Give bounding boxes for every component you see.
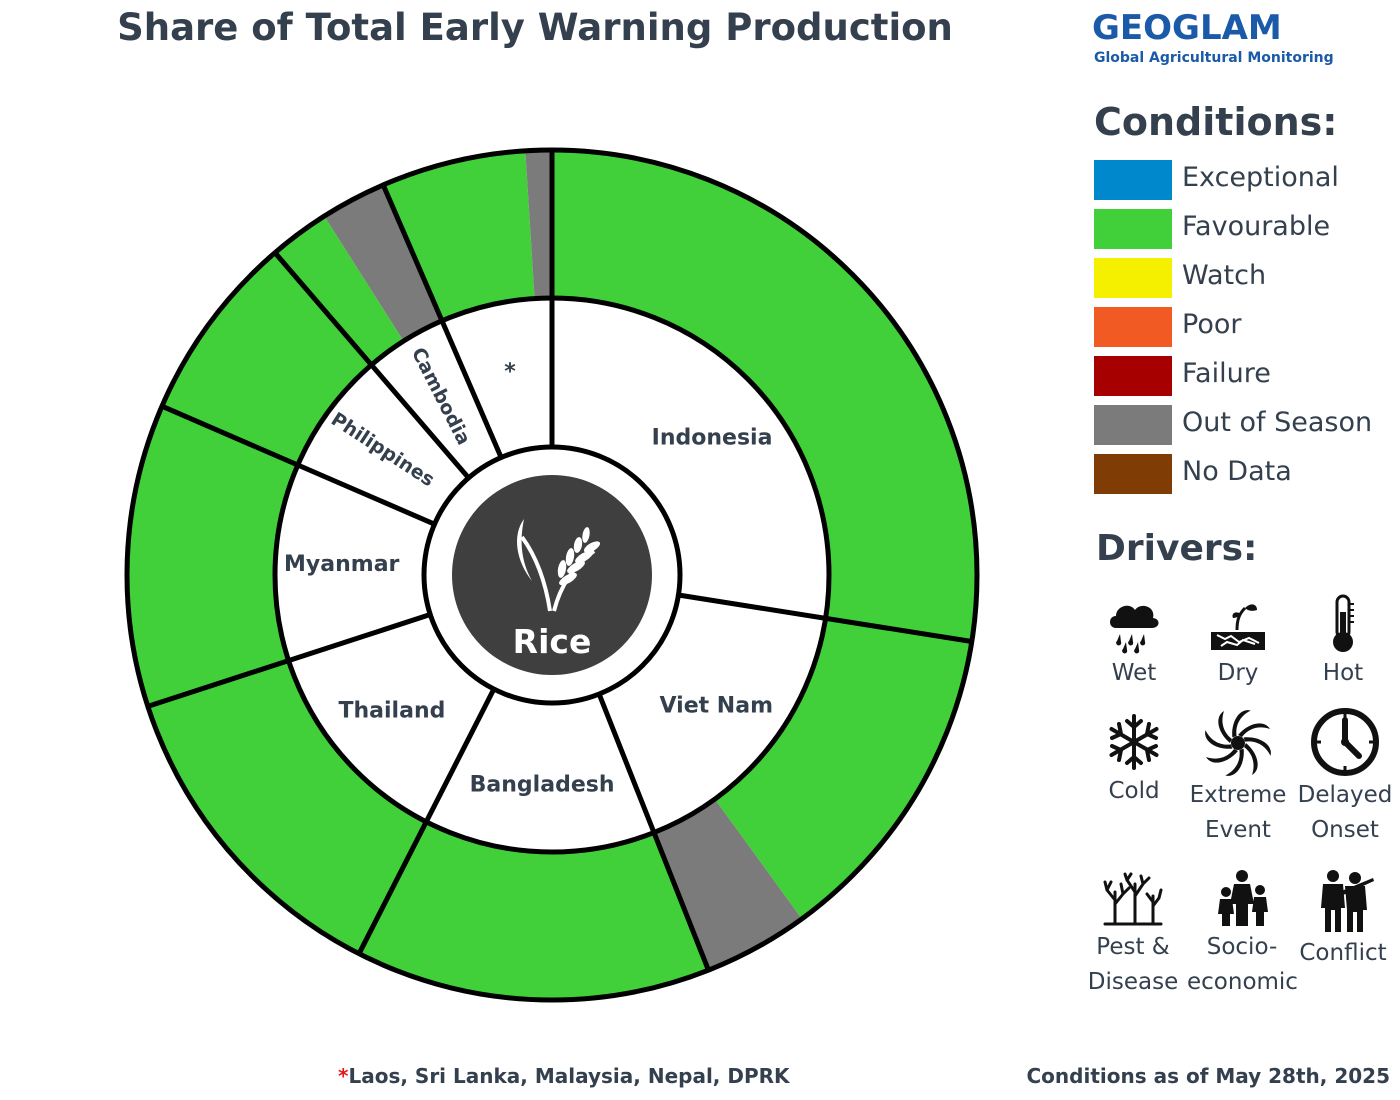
drivers-title: Drivers:	[1096, 528, 1258, 569]
footnote-text: Laos, Sri Lanka, Malaysia, Nepal, DPRK	[348, 1064, 790, 1088]
inner-segment-4	[274, 464, 435, 661]
driver-delayed-onset: Delayed Onset	[1290, 706, 1400, 848]
driver-extreme-event: Extreme Event	[1183, 708, 1293, 848]
driver-conflict: Conflict	[1288, 868, 1398, 971]
legend-swatch	[1094, 405, 1172, 445]
footnote: *Laos, Sri Lanka, Malaysia, Nepal, DPRK	[338, 1064, 790, 1088]
center-circle	[452, 475, 652, 675]
driver-label: Delayed Onset	[1297, 782, 1393, 843]
snowflake-icon	[1109, 714, 1159, 770]
clock-icon	[1311, 708, 1379, 776]
country-divider-4	[147, 612, 432, 709]
country-divider-6	[273, 251, 471, 480]
inner-segment-6	[371, 320, 502, 478]
driver-pest-disease: Pest & Disease	[1078, 870, 1188, 1000]
driver-label: Extreme Event	[1189, 782, 1287, 843]
outer-segment-4	[147, 660, 427, 954]
country-divider-5	[160, 403, 436, 527]
inner-segment-3	[288, 614, 494, 822]
dry-soil-icon	[1211, 604, 1265, 650]
inner-segment-0	[552, 298, 829, 619]
outer-segment-8	[324, 184, 442, 342]
driver-label: Conflict	[1299, 940, 1387, 966]
donut-chart: Indonesia Viet Nam Bangladesh Thailand Myanm…	[124, 147, 980, 1003]
logo-word: GEOGLAM	[1092, 8, 1282, 48]
segment-label-2: Bangladesh	[470, 772, 615, 797]
legend-swatch	[1094, 454, 1172, 494]
chart-title: Share of Total Early Warning Production	[117, 6, 953, 49]
legend-label: No Data	[1182, 456, 1292, 487]
country-divider-3	[356, 687, 497, 955]
driver-label: Wet	[1111, 660, 1157, 686]
outer-segment-9	[383, 150, 535, 321]
driver-wet: Wet	[1079, 594, 1189, 691]
segment-label-4: Myanmar	[284, 552, 400, 577]
country-divider-2	[596, 693, 711, 972]
driver-dry: Dry	[1183, 594, 1293, 691]
legend-label: Exceptional	[1182, 162, 1339, 193]
legend-label: Watch	[1182, 260, 1267, 291]
legend-label: Failure	[1182, 358, 1271, 389]
family-icon	[1218, 870, 1268, 926]
footnote-star: *	[338, 1064, 349, 1088]
legend-swatch	[1094, 356, 1172, 396]
driver-label: Socio-economic	[1187, 934, 1298, 995]
driver-cold: Cold	[1079, 712, 1189, 809]
geoglam-logo: GEOGLAM Global Agricultural Monitoring	[1092, 8, 1392, 72]
dead-trees-icon	[1103, 872, 1163, 926]
driver-label: Pest & Disease	[1087, 934, 1179, 995]
conditions-date: Conditions as of May 28th, 2025	[1026, 1064, 1391, 1088]
driver-label: Dry	[1217, 660, 1259, 686]
outer-segment-2	[653, 799, 802, 971]
legend-swatch	[1094, 209, 1172, 249]
rice-plant-icon	[517, 519, 601, 612]
legend-label: Out of Season	[1182, 407, 1373, 438]
country-divider-1	[678, 592, 973, 644]
driver-label: Cold	[1108, 778, 1160, 804]
outer-segment-7	[274, 216, 404, 365]
segment-label-7: *	[504, 359, 516, 384]
inner-segment-1	[599, 595, 826, 833]
segment-label-3: Thailand	[339, 699, 446, 724]
outer-segment-10	[525, 150, 552, 299]
inner-segment-5	[297, 364, 469, 525]
inner-segment-7	[441, 298, 552, 458]
legend-swatch	[1094, 258, 1172, 298]
legend-label: Poor	[1182, 309, 1242, 340]
driver-label: Hot	[1322, 660, 1364, 686]
center-badge: Rice	[452, 475, 652, 675]
logo-subtitle: Global Agricultural Monitoring	[1094, 50, 1334, 66]
inner-ring	[274, 298, 829, 852]
legend-label: Favourable	[1182, 211, 1331, 242]
segment-label-0: Indonesia	[652, 425, 773, 450]
center-label: Rice	[513, 622, 592, 661]
outer-segment-1	[714, 618, 972, 919]
thermometer-icon	[1333, 594, 1354, 652]
country-divider-7	[380, 183, 504, 459]
outer-segment-5	[127, 406, 298, 707]
rain-cloud-icon	[1110, 605, 1159, 654]
driver-hot: Hot	[1288, 594, 1398, 691]
segment-label-1: Viet Nam	[660, 694, 773, 719]
conditions-title: Conditions:	[1094, 100, 1338, 144]
driver-socio-economic: Socio-economic	[1187, 868, 1298, 1000]
cyclone-icon	[1205, 710, 1271, 776]
soldiers-icon	[1321, 870, 1374, 932]
inner-segment-2	[426, 689, 654, 852]
outer-segment-3	[359, 821, 709, 1000]
legend-swatch	[1094, 160, 1172, 200]
legend-swatch	[1094, 307, 1172, 347]
